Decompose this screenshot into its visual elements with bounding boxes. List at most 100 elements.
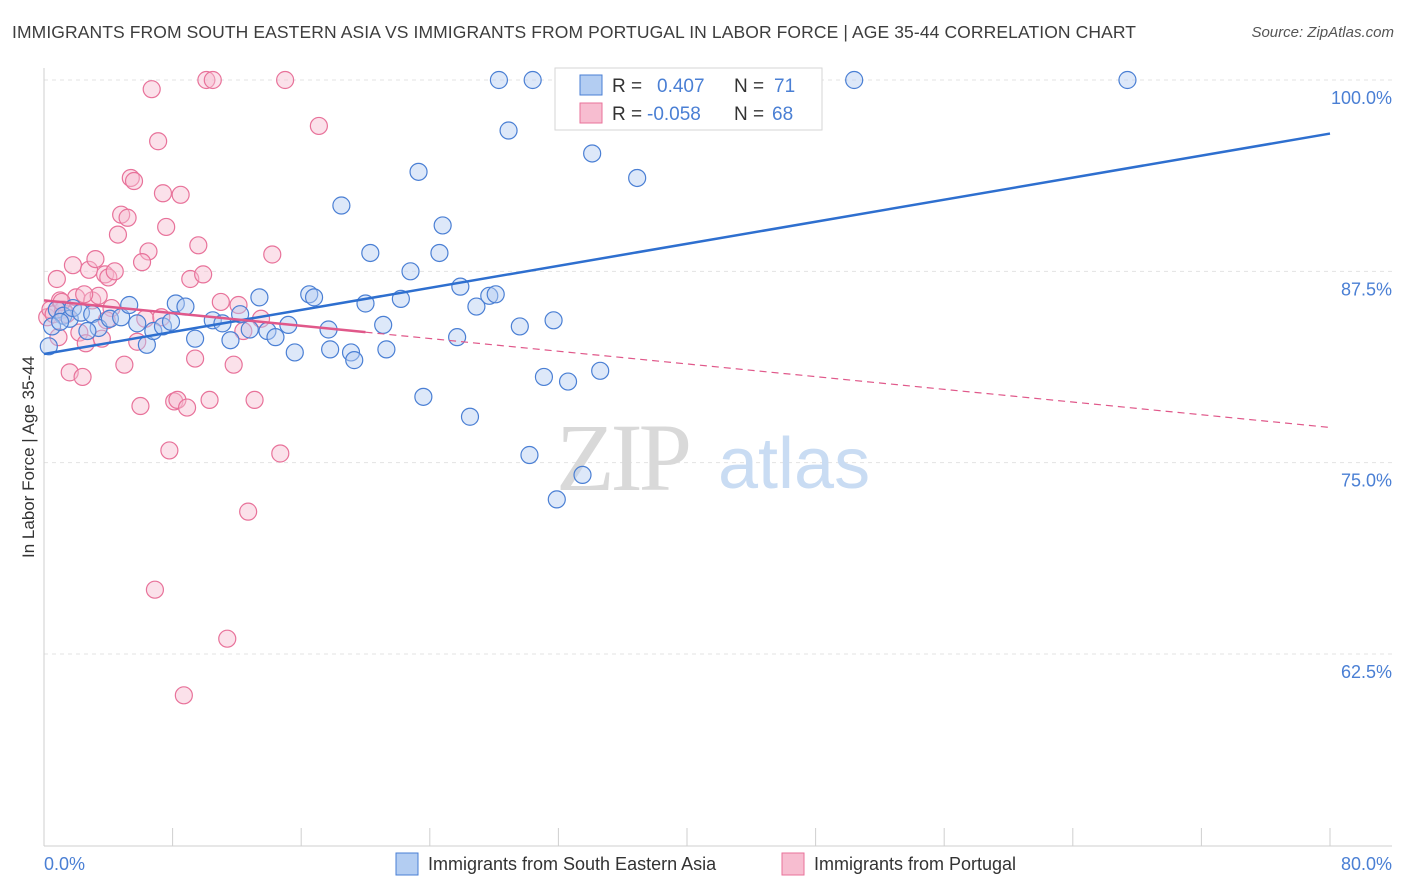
- scatter-point: [153, 184, 173, 203]
- x-axis-ticks: [43, 828, 1331, 846]
- y-tick-label: 87.5%: [1341, 279, 1392, 299]
- stats-r-value-sea: 0.407: [657, 76, 705, 97]
- scatter-point: [480, 286, 499, 305]
- scatter-point: [229, 295, 248, 315]
- scatter-point: [50, 312, 70, 331]
- scatter-point: [304, 288, 324, 307]
- x-tick-label-min: 0.0%: [44, 854, 85, 874]
- scatter-point: [845, 70, 864, 90]
- y-tick-labels: 62.5% 75.0% 87.5% 100.0%: [1331, 88, 1392, 682]
- trend-line-portugal-extension: [365, 331, 1331, 429]
- scatter-point: [75, 285, 94, 304]
- grid-lines: [44, 79, 1392, 655]
- scatter-point: [86, 249, 105, 269]
- stats-r-label-portugal: R =: [612, 104, 642, 125]
- scatter-point: [332, 196, 351, 215]
- scatter-point: [240, 320, 259, 339]
- scatter-point: [486, 285, 505, 304]
- scatter-point: [239, 502, 258, 521]
- x-tick-label-max: 80.0%: [1341, 854, 1392, 874]
- scatter-point: [309, 116, 328, 136]
- chart-title: IMMIGRANTS FROM SOUTH EASTERN ASIA VS IM…: [12, 22, 1137, 42]
- scatter-point: [433, 216, 452, 235]
- scatter-point: [467, 297, 486, 316]
- scatter-point: [142, 80, 161, 99]
- scatter-point: [1118, 70, 1137, 90]
- scatter-point: [197, 70, 216, 90]
- scatter-point: [186, 349, 205, 368]
- legend-label-sea: Immigrants from South Eastern Asia: [428, 854, 717, 874]
- stats-n-label-portugal: N =: [734, 104, 764, 125]
- scatter-point: [345, 351, 364, 370]
- scatter-point: [460, 407, 480, 426]
- scatter-point: [321, 340, 340, 359]
- scatter-point: [171, 185, 190, 204]
- stats-n-value-portugal: 68: [772, 104, 793, 125]
- scatter-point: [534, 367, 554, 387]
- scatter-point: [591, 361, 610, 380]
- stats-n-label-sea: N =: [734, 76, 764, 97]
- stats-legend-swatch-sea: [579, 74, 603, 96]
- legend-swatch-portugal: [781, 852, 805, 876]
- legend-label-portugal: Immigrants from Portugal: [814, 854, 1016, 874]
- scatter-point: [63, 256, 83, 275]
- scatter-point: [218, 629, 237, 648]
- trend-line-sea: [43, 132, 1331, 356]
- scatter-point: [132, 253, 152, 272]
- scatter-point: [224, 355, 243, 374]
- scatter-point: [174, 686, 193, 705]
- scatter-point: [124, 171, 144, 191]
- scatter-point: [121, 168, 140, 188]
- y-tick-label: 75.0%: [1341, 471, 1392, 491]
- scatter-point: [118, 208, 137, 227]
- scatter-point: [489, 70, 509, 90]
- scatter-point: [194, 265, 213, 284]
- stats-r-label-sea: R =: [612, 76, 642, 97]
- scatter-point: [49, 328, 68, 347]
- stats-n-value-sea: 71: [774, 76, 795, 97]
- scatter-point: [300, 285, 319, 304]
- scatter-point: [245, 390, 264, 410]
- scatter-point: [544, 311, 563, 330]
- scatter-point: [145, 580, 165, 599]
- scatter-point: [39, 337, 58, 356]
- scatter-point: [266, 328, 285, 347]
- scatter-point: [583, 144, 602, 163]
- scatter-point: [131, 396, 150, 416]
- scatter-point: [414, 387, 433, 406]
- y-axis-label: In Labor Force | Age 35-44: [19, 356, 38, 558]
- scatter-point: [523, 70, 542, 90]
- scatter-point: [361, 243, 380, 263]
- scatter-point: [157, 217, 176, 237]
- scatter-point: [200, 390, 219, 410]
- scatter-point: [409, 162, 428, 181]
- scatter-point: [271, 444, 290, 463]
- scatter-point: [189, 236, 208, 255]
- scatter-point: [573, 465, 592, 485]
- scatter-point: [186, 329, 205, 348]
- scatter-point: [547, 490, 566, 509]
- scatter-point: [139, 242, 158, 261]
- scatter-point: [105, 262, 124, 281]
- scatter-point: [499, 121, 518, 140]
- scatter-point: [263, 245, 282, 264]
- scatter-point: [108, 225, 128, 244]
- scatter-point: [510, 317, 529, 336]
- trend-lines: [43, 132, 1331, 429]
- scatter-point: [448, 328, 467, 347]
- watermark-atlas: atlas: [718, 424, 870, 504]
- stats-legend-swatch-portugal: [579, 102, 603, 124]
- scatter-point: [558, 372, 578, 391]
- scatter-point: [430, 243, 449, 263]
- scatter-point: [160, 441, 179, 460]
- scatter-point: [73, 367, 92, 387]
- stats-legend: R = 0.407 N = 71 R = -0.058 N = 68: [554, 67, 823, 131]
- scatter-point: [628, 168, 647, 188]
- series-portugal-points: [38, 70, 328, 705]
- scatter-point: [120, 295, 139, 315]
- y-tick-label: 100.0%: [1331, 88, 1392, 108]
- scatter-point: [203, 70, 222, 90]
- scatter-point: [276, 70, 295, 90]
- scatter-point: [89, 286, 108, 305]
